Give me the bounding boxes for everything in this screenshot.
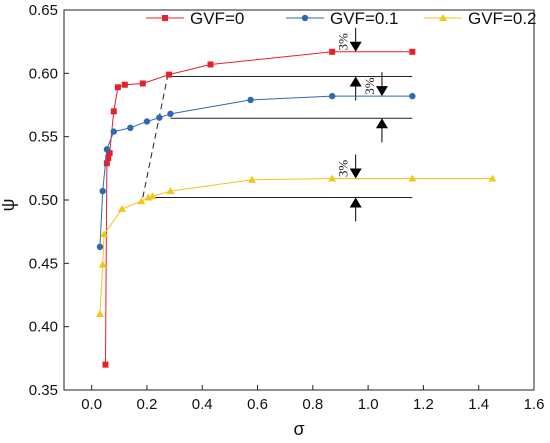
legend-label: GVF=0	[190, 9, 244, 28]
data-point	[127, 124, 134, 131]
annotations: 3% 3% 3%	[142, 27, 413, 222]
data-point	[408, 174, 417, 182]
data-point	[162, 15, 168, 21]
plot-frame	[63, 9, 535, 391]
gap-label: 3%	[362, 77, 377, 95]
data-point	[110, 128, 117, 135]
x-tick-label: 1.4	[468, 396, 489, 413]
data-point	[166, 187, 175, 195]
x-tick-label: 1.2	[413, 396, 434, 413]
gap-label: 3%	[336, 33, 351, 51]
data-point	[409, 48, 416, 55]
data-point	[139, 80, 146, 87]
data-point	[247, 96, 254, 104]
arrowhead	[375, 118, 388, 129]
x-tick-label: 1.6	[524, 396, 545, 413]
data-point	[439, 14, 447, 21]
data-point	[96, 243, 104, 251]
series-1	[102, 48, 416, 368]
data-point	[137, 197, 146, 205]
data-point	[121, 81, 128, 88]
series-3	[95, 174, 497, 317]
x-axis: 0.0 0.2 0.4 0.6 0.8 1.0 1.2 1.4 1.6	[81, 385, 544, 413]
y-tick-label: 0.50	[29, 192, 58, 209]
arrowhead	[349, 41, 362, 52]
data-point	[95, 310, 104, 317]
data-point	[409, 92, 416, 100]
data-point	[103, 146, 111, 153]
y-tick-label: 0.45	[29, 255, 58, 272]
gap-label: 3%	[336, 160, 351, 178]
plot-frame-group	[63, 9, 535, 391]
data-point	[100, 230, 109, 238]
series-2	[96, 92, 416, 251]
data-point	[105, 155, 112, 162]
data-point	[110, 108, 117, 115]
data-point	[143, 118, 151, 125]
trend-dashed-line	[142, 75, 169, 198]
x-tick-label: 0.4	[192, 396, 213, 413]
x-axis-title: σ	[293, 419, 304, 439]
legend-label: GVF=0.1	[330, 9, 399, 28]
data-point	[118, 204, 127, 212]
data-point	[103, 160, 110, 167]
data-point	[488, 174, 497, 182]
arrowhead	[349, 197, 362, 208]
legend: GVF=0 GVF=0.1 GVF=0.2	[146, 9, 537, 28]
series-line	[99, 177, 493, 315]
data-point	[114, 84, 121, 91]
x-tick-label: 1.0	[358, 396, 379, 413]
y-tick-label: 0.65	[29, 2, 58, 19]
y-tick-label: 0.55	[29, 129, 58, 146]
data-point	[329, 48, 336, 55]
arrowhead	[349, 76, 362, 87]
data-point	[106, 150, 113, 157]
x-tick-label: 0.2	[137, 396, 158, 413]
data-point	[98, 260, 107, 268]
y-tick-label: 0.40	[29, 319, 58, 336]
data-point	[99, 187, 106, 195]
data-point	[148, 192, 157, 200]
y-axis-title: ψ	[0, 199, 18, 212]
data-point	[102, 361, 109, 368]
x-tick-label: 0.8	[302, 396, 323, 413]
series-layer	[95, 48, 497, 368]
x-tick-label: 0.6	[247, 396, 268, 413]
data-point	[207, 61, 214, 68]
data-point	[167, 110, 174, 118]
data-point	[328, 92, 336, 100]
y-tick-label: 0.60	[29, 65, 58, 82]
data-point	[248, 175, 256, 183]
data-point	[156, 114, 163, 121]
data-point	[328, 174, 337, 182]
data-point	[301, 14, 309, 22]
series-line	[104, 51, 413, 365]
data-point	[166, 71, 173, 78]
arrowhead	[349, 168, 362, 179]
y-axis: 0.35 0.40 0.45 0.50 0.55 0.60 0.65	[29, 2, 69, 399]
arrowhead	[375, 86, 388, 97]
x-tick-label: 0.0	[81, 396, 102, 413]
y-tick-label: 0.35	[29, 382, 58, 399]
legend-label: GVF=0.2	[468, 9, 537, 28]
